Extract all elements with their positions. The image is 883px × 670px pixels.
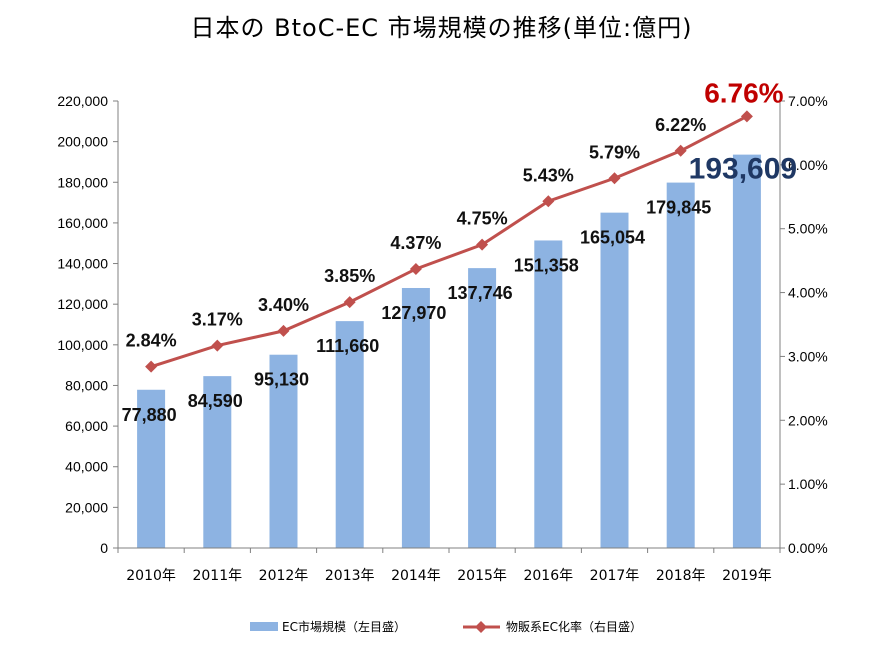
rate-value-label: 6.76%	[704, 77, 783, 108]
y-right-tick-label: 1.00%	[788, 476, 828, 492]
y-left-tick-label: 20,000	[65, 499, 108, 515]
rate-value-label: 4.37%	[390, 233, 441, 253]
bar-2014年	[401, 287, 430, 548]
y-left-tick-label: 100,000	[57, 337, 108, 353]
y-right-tick-label: 7.00%	[788, 93, 828, 109]
bar-2010年	[137, 389, 166, 548]
x-tick-label: 2010年	[126, 568, 176, 584]
y-left-tick-label: 180,000	[57, 174, 108, 190]
bar-value-label: 77,880	[122, 405, 177, 425]
y-right-tick-label: 6.00%	[788, 157, 828, 173]
y-left-tick-label: 140,000	[57, 256, 108, 272]
rate-value-label: 3.40%	[258, 295, 309, 315]
bar-value-label: 137,746	[448, 283, 513, 303]
legend-label-bar: EC市場規模（左目盛）	[282, 619, 406, 634]
rate-value-label: 3.85%	[324, 266, 375, 286]
rate-marker-2010年	[145, 360, 158, 373]
rate-marker-2016年	[542, 195, 555, 208]
bar-value-label: 151,358	[514, 255, 579, 275]
x-tick-label: 2016年	[523, 568, 573, 584]
x-tick-label: 2013年	[325, 568, 375, 584]
rate-marker-2012年	[277, 324, 290, 337]
bar-2016年	[534, 240, 563, 548]
rate-value-label: 2.84%	[126, 331, 177, 351]
rate-marker-2017年	[608, 172, 621, 185]
y-left-tick-label: 0	[100, 540, 108, 556]
rate-marker-2019年	[740, 110, 753, 123]
bar-value-label: 127,970	[381, 303, 446, 323]
x-tick-label: 2014年	[391, 568, 441, 584]
rate-value-label: 4.75%	[457, 209, 508, 229]
rate-marker-2018年	[674, 144, 687, 157]
y-left-tick-label: 200,000	[57, 134, 108, 150]
bar-2019年	[732, 154, 761, 549]
bar-2018年	[666, 182, 695, 549]
y-left-tick-label: 60,000	[65, 418, 108, 434]
y-right-tick-label: 0.00%	[788, 540, 828, 556]
rate-value-label: 6.22%	[655, 115, 706, 135]
y-left-tick-label: 220,000	[57, 93, 108, 109]
rate-marker-2011年	[211, 339, 224, 352]
legend-swatch-bar	[250, 622, 278, 631]
bar-value-label: 84,590	[188, 391, 243, 411]
rate-marker-2014年	[409, 262, 422, 275]
x-tick-label: 2019年	[722, 568, 772, 584]
y-right-tick-label: 4.00%	[788, 285, 828, 301]
bar-value-label: 165,054	[580, 228, 645, 248]
x-tick-label: 2012年	[259, 568, 309, 584]
x-tick-label: 2015年	[457, 568, 507, 584]
x-tick-label: 2017年	[590, 568, 640, 584]
y-left-tick-label: 160,000	[57, 215, 108, 231]
bar-value-label: 193,609	[689, 153, 797, 186]
y-left-tick-label: 40,000	[65, 459, 108, 475]
chart-title: 日本の BtoC-EC 市場規模の推移(単位:億円)	[190, 14, 693, 42]
bar-2012年	[269, 354, 298, 548]
bar-2013年	[335, 321, 364, 548]
bar-value-label: 95,130	[254, 370, 309, 390]
bar-2017年	[600, 212, 629, 548]
y-right-tick-label: 5.00%	[788, 221, 828, 237]
x-tick-label: 2018年	[656, 568, 706, 584]
legend-label-line: 物販系EC化率（右目盛）	[506, 619, 642, 634]
legend-swatch-marker	[475, 621, 487, 633]
y-left-tick-label: 80,000	[65, 377, 108, 393]
rate-value-label: 5.79%	[589, 142, 640, 162]
y-left-tick-label: 120,000	[57, 296, 108, 312]
rate-value-label: 3.17%	[192, 310, 243, 330]
rate-line	[150, 114, 748, 369]
bar-value-label: 111,660	[316, 336, 379, 356]
rate-marker-2013年	[343, 296, 356, 309]
rate-value-label: 5.43%	[523, 165, 574, 185]
y-right-tick-label: 2.00%	[788, 412, 828, 428]
bar-value-label: 179,845	[646, 198, 711, 218]
bar-2011年	[203, 376, 232, 548]
rate-marker-2015年	[476, 238, 489, 251]
bar-2015年	[468, 268, 497, 548]
x-tick-label: 2011年	[192, 568, 242, 584]
y-right-tick-label: 3.00%	[788, 348, 828, 364]
